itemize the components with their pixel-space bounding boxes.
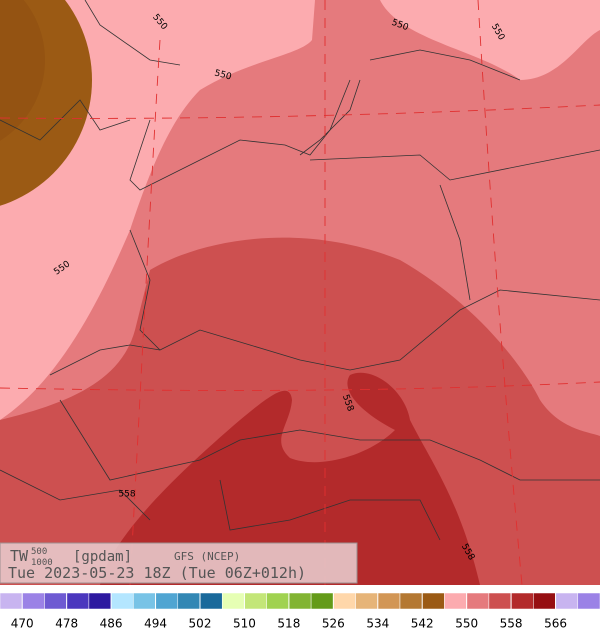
- colorbar-label: 486: [100, 617, 123, 631]
- colorbar-label: 494: [144, 617, 167, 631]
- band-542-core: [0, 0, 45, 141]
- model: GFS (NCEP): [174, 550, 240, 563]
- subscript: 1000: [31, 558, 53, 568]
- band-558: [100, 372, 480, 585]
- colorbar-label: 518: [277, 617, 300, 631]
- colorbar-swatch: [21, 592, 45, 610]
- colorbar-swatch: [244, 592, 267, 610]
- contour-label: 558: [118, 490, 135, 500]
- colorbar-swatch: [577, 592, 600, 610]
- colorbar-label: 526: [322, 617, 345, 631]
- colorbar-swatch: [199, 592, 223, 610]
- colorbar-swatch: [399, 592, 423, 610]
- colorbar-label: 470: [11, 617, 34, 631]
- colorbar-swatch: [333, 592, 356, 610]
- colorbar-swatch: [466, 592, 490, 610]
- borders: [0, 0, 600, 541]
- time: Tue 2023-05-23 18Z (Tue 06Z+012h): [8, 564, 306, 582]
- info-box: [0, 542, 358, 584]
- colorbar-swatch: [88, 592, 112, 610]
- colorbar-swatch: [555, 592, 579, 610]
- colorbar-swatch: [221, 592, 245, 610]
- colorbar-label: 510: [233, 617, 256, 631]
- colorbar-label: 502: [189, 617, 212, 631]
- colorbar-label: 558: [500, 617, 523, 631]
- colorbar-swatch: [377, 592, 401, 610]
- colorbar-swatch: [133, 592, 156, 610]
- unit: [gpdam]: [73, 549, 132, 565]
- colorbar-swatch: [177, 592, 201, 610]
- colorbar-label: 550: [455, 617, 478, 631]
- graticule: [0, 0, 600, 586]
- colorbar-swatch: [66, 592, 90, 610]
- colorbar-label: 566: [544, 617, 567, 631]
- colorbar-swatch: [0, 592, 23, 610]
- colorbar-swatch: [266, 592, 290, 610]
- colorbar-swatch: [310, 592, 334, 610]
- colorbar-swatch: [44, 592, 67, 610]
- contour-label: 550: [213, 68, 232, 82]
- colorbar-swatch: [488, 592, 512, 610]
- colorbar-label: 542: [411, 617, 434, 631]
- colorbar-label: 478: [55, 617, 78, 631]
- colorbar-swatch: [355, 592, 379, 610]
- colorbar-swatch: [110, 592, 134, 610]
- superscript: 500: [31, 547, 47, 557]
- colorbar-swatch: [155, 592, 179, 610]
- colorbar-swatch: [288, 592, 312, 610]
- colorbar-label: 534: [366, 617, 389, 631]
- colorbar-swatch: [533, 592, 556, 610]
- colorbar-swatch: [421, 592, 445, 610]
- colorbar-swatch: [444, 592, 467, 610]
- variable: TW: [10, 547, 29, 565]
- colorbar: 470 478 486 494 502 510 518 526 534 542 550 558 566: [0, 592, 600, 631]
- colorbar-swatch: [510, 592, 534, 610]
